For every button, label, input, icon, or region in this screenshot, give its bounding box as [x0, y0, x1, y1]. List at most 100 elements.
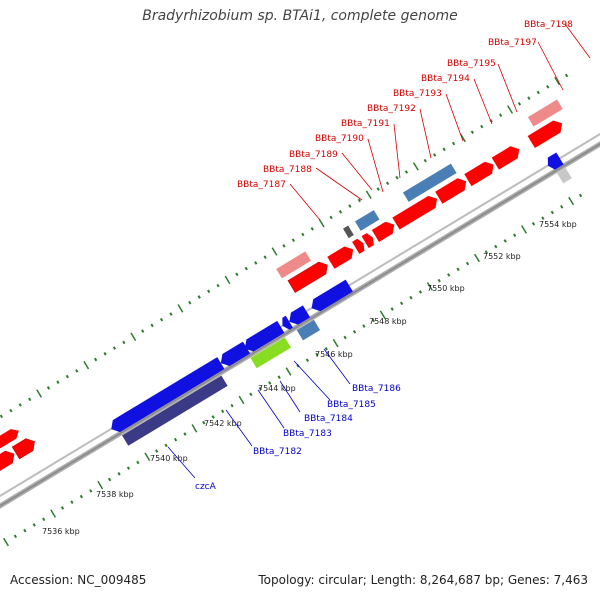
- tick-mark: [79, 494, 83, 499]
- tick-mark: [197, 295, 201, 299]
- tick-mark: [362, 324, 366, 328]
- gene-label[interactable]: BBta_7197: [488, 38, 537, 48]
- gene-label[interactable]: BBta_7189: [289, 150, 338, 160]
- gene-label[interactable]: BBta_7195: [447, 59, 496, 69]
- tick-mark: [249, 392, 253, 397]
- features: [0, 99, 572, 487]
- gene-feature[interactable]: [464, 159, 497, 187]
- tick-mark: [315, 352, 319, 357]
- tick-mark: [499, 113, 503, 117]
- tick-mark: [352, 329, 357, 334]
- gene-feature[interactable]: [392, 193, 440, 230]
- gene-feature[interactable]: [286, 305, 311, 327]
- tick-mark: [122, 340, 126, 345]
- gene-feature[interactable]: [327, 243, 356, 269]
- gene-label[interactable]: BBta_7182: [253, 447, 302, 457]
- tick-mark: [211, 415, 215, 419]
- gene-label[interactable]: BBta_7190: [315, 134, 364, 144]
- tick-mark: [437, 278, 441, 283]
- tick-mark: [221, 409, 225, 414]
- tick-mark: [103, 352, 107, 356]
- tick-mark: [343, 335, 347, 340]
- tick-mark: [442, 147, 446, 152]
- tick-mark: [536, 90, 540, 95]
- gene-feature[interactable]: [0, 426, 22, 450]
- tick-mark: [399, 301, 404, 306]
- tick-mark: [404, 170, 409, 174]
- tick-mark: [107, 477, 112, 482]
- gene-feature[interactable]: [250, 337, 291, 369]
- tick-mark: [268, 381, 272, 385]
- tick-mark: [112, 346, 117, 350]
- tick-mark: [348, 204, 352, 208]
- gene-label[interactable]: BBta_7186: [352, 384, 401, 394]
- gene-feature[interactable]: [11, 436, 38, 460]
- tick-mark: [527, 96, 531, 100]
- tick-mark: [310, 227, 314, 231]
- gene-label[interactable]: BBta_7193: [393, 89, 442, 99]
- gene-feature[interactable]: [241, 320, 285, 355]
- tick-mark: [188, 300, 192, 305]
- tick-mark: [324, 347, 328, 351]
- tick-mark: [433, 153, 437, 157]
- tick-mark: [418, 290, 423, 294]
- gene-feature[interactable]: [296, 319, 321, 341]
- tick-mark: [65, 374, 69, 379]
- gene-feature[interactable]: [527, 99, 563, 127]
- gene-label[interactable]: BBta_7188: [263, 165, 312, 175]
- gene-feature[interactable]: [491, 143, 523, 170]
- tick-mark: [126, 466, 131, 470]
- gene-feature[interactable]: [352, 237, 367, 254]
- tick-mark: [177, 304, 184, 313]
- tick-mark: [494, 244, 498, 249]
- tick-mark: [207, 289, 211, 294]
- tick-mark: [365, 190, 372, 199]
- gene-feature[interactable]: [217, 341, 251, 369]
- tick-mark: [531, 222, 536, 226]
- gene-label[interactable]: BBta_7194: [421, 74, 470, 84]
- gene-feature[interactable]: [343, 225, 354, 239]
- gene-feature[interactable]: [0, 448, 18, 487]
- tick-mark: [169, 312, 173, 316]
- gene-label[interactable]: BBta_7187: [237, 180, 286, 190]
- gene-feature[interactable]: [108, 357, 225, 435]
- gene-label[interactable]: BBta_7183: [283, 429, 332, 439]
- gene-feature[interactable]: [544, 152, 564, 172]
- tick-mark: [513, 233, 517, 237]
- tick-mark: [28, 397, 32, 402]
- gene-feature[interactable]: [527, 117, 566, 148]
- tick-mark: [117, 472, 121, 476]
- gene-label[interactable]: BBta_7198: [524, 20, 573, 30]
- gene-feature[interactable]: [276, 251, 312, 279]
- gene-feature[interactable]: [308, 279, 353, 315]
- tick-mark: [409, 295, 413, 300]
- gene-label[interactable]: czcA: [195, 482, 217, 492]
- gene-label[interactable]: BBta_7184: [304, 414, 353, 424]
- gene-feature[interactable]: [557, 167, 572, 184]
- gene-feature[interactable]: [402, 163, 457, 202]
- gene-feature[interactable]: [279, 315, 293, 332]
- tick-mark: [183, 432, 187, 436]
- gene-feature[interactable]: [287, 259, 331, 293]
- gene-label[interactable]: BBta_7192: [367, 104, 416, 114]
- gene-feature[interactable]: [354, 210, 380, 231]
- gene-feature[interactable]: [361, 232, 377, 249]
- tick-mark: [89, 489, 93, 493]
- scale-label: 7540 kbp: [150, 454, 188, 463]
- gene-feature[interactable]: [435, 175, 470, 204]
- tick-mark: [258, 386, 262, 391]
- tick-mark: [285, 367, 292, 376]
- gene-label[interactable]: BBta_7185: [327, 400, 376, 410]
- reverse-labels: czcA BBta_7182 BBta_7183 BBta_7184 BBta_…: [195, 384, 401, 492]
- gene-feature[interactable]: [371, 219, 398, 242]
- gene-feature[interactable]: [122, 375, 228, 446]
- gene-label[interactable]: BBta_7191: [341, 119, 390, 129]
- tick-mark: [426, 282, 433, 291]
- tick-mark: [301, 232, 305, 237]
- map-title: Bradyrhizobium sp. BTAi1, complete genom…: [142, 8, 458, 24]
- tick-mark: [271, 247, 278, 256]
- tick-mark: [338, 209, 343, 214]
- forward-connectors: [289, 23, 591, 221]
- tick-mark: [32, 523, 36, 527]
